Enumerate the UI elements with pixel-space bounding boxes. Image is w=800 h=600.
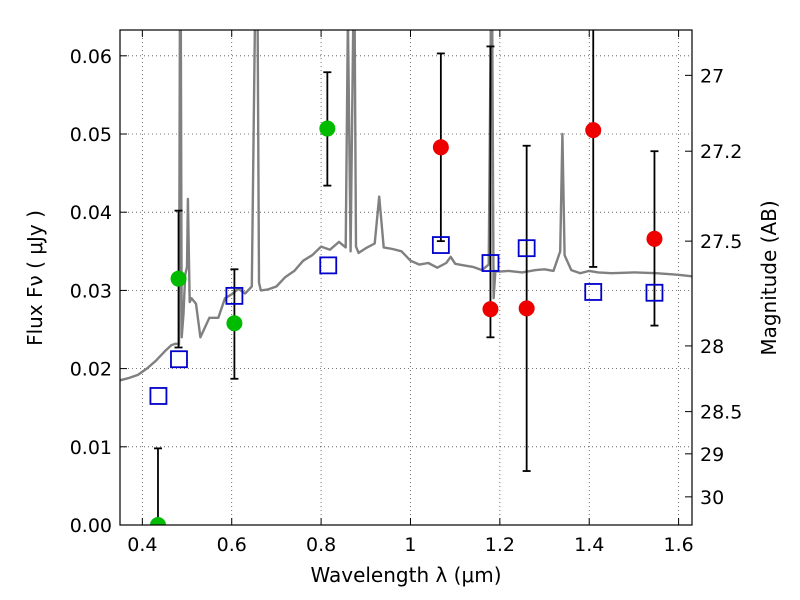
- magnitude-tick-label: 27: [700, 65, 724, 87]
- y-tick-label: 0.03: [70, 280, 112, 302]
- magnitude-tick-label: 28.5: [700, 402, 742, 424]
- green-detection-point: [226, 315, 243, 332]
- green-detection-point: [170, 270, 187, 287]
- red-detection-point: [585, 122, 602, 139]
- green-detection-point: [319, 120, 336, 137]
- plot-area: [120, 30, 692, 525]
- magnitude-tick-label: 27.2: [700, 141, 742, 163]
- model-photometry-square: [319, 256, 338, 275]
- data-markers: [149, 120, 664, 525]
- x-tick-label: 1: [404, 534, 416, 556]
- y-tick-label: 0.04: [70, 202, 112, 224]
- red-detection-point: [646, 230, 663, 247]
- y-tick-label: 0.02: [70, 359, 112, 381]
- magnitude-axis-ticks: 27 27.2 27.5 28 28.5 29 30: [685, 65, 742, 509]
- x-axis-label: Wavelength λ (μm): [310, 563, 501, 587]
- magnitude-axis-label: Magnitude (AB): [757, 200, 781, 355]
- magnitude-tick-label: 30: [700, 487, 724, 509]
- x-axis-ticks: 0.4 0.6 0.8 1 1.2 1.4 1.6: [127, 30, 694, 556]
- x-tick-label: 0.8: [306, 534, 336, 556]
- model-photometry-square: [517, 239, 536, 258]
- model-photometry-square: [225, 286, 244, 305]
- spectrum-line: [120, 30, 692, 382]
- model-photometry-square: [645, 283, 664, 302]
- y-tick-label: 0.00: [70, 515, 112, 537]
- x-tick-label: 0.4: [127, 534, 157, 556]
- model-photometry-square: [584, 283, 603, 301]
- green-detection-point: [149, 517, 166, 525]
- x-tick-label: 1.4: [574, 534, 604, 556]
- magnitude-tick-label: 28: [700, 336, 724, 358]
- red-detection-point: [482, 301, 499, 318]
- model-photometry-square: [481, 254, 500, 272]
- model-photometry-square: [149, 387, 168, 405]
- y-tick-label: 0.05: [70, 124, 112, 146]
- magnitude-tick-label: 29: [700, 444, 724, 466]
- grid-lines: [120, 30, 692, 525]
- y-axis-ticks: 0.00 0.01 0.02 0.03 0.04 0.05 0.06: [70, 46, 127, 537]
- x-tick-label: 1.2: [485, 534, 515, 556]
- model-photometry-square: [170, 350, 188, 369]
- x-tick-label: 1.6: [663, 534, 693, 556]
- plot-frame: [119, 29, 693, 526]
- y-tick-label: 0.06: [70, 46, 112, 68]
- magnitude-tick-label: 27.5: [700, 231, 742, 253]
- red-detection-point: [432, 139, 449, 156]
- x-tick-label: 0.6: [217, 534, 247, 556]
- red-detection-point: [518, 300, 535, 317]
- y-tick-label: 0.01: [70, 437, 112, 459]
- model-photometry-square: [431, 236, 450, 254]
- y-axis-label: Flux Fν ( μJy ): [23, 210, 47, 346]
